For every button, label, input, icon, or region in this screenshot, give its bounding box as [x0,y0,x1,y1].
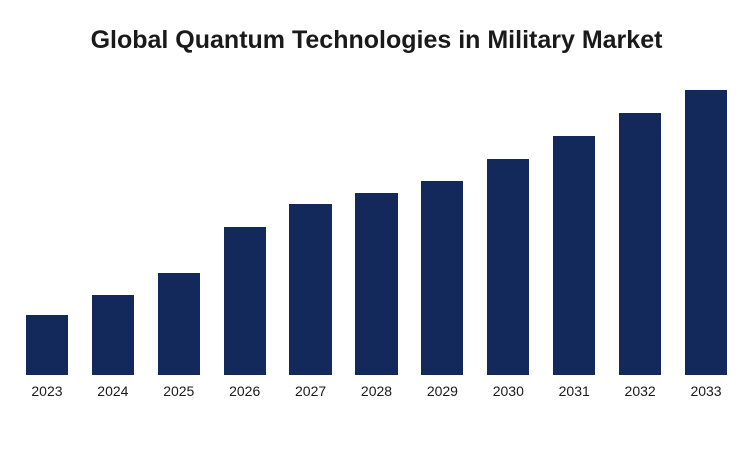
bar-area [344,90,410,376]
x-axis-label: 2032 [624,383,656,400]
bar-column: 2024 [80,90,146,399]
x-axis-label: 2025 [163,383,195,400]
bar-column: 2031 [541,90,607,399]
bar [619,113,662,376]
bar-column: 2033 [673,90,739,399]
bar-column: 2028 [344,90,410,399]
bar [91,295,134,376]
bar-area [278,90,344,376]
chart-title: Global Quantum Technologies in Military … [90,26,663,54]
bar [25,315,69,376]
bar-area [146,90,212,376]
bar [157,272,200,376]
x-axis-label: 2023 [31,383,63,400]
bar-area [14,90,80,376]
bar [684,90,728,376]
bar [289,204,332,376]
bar-area [212,90,278,376]
x-axis-label: 2031 [558,383,590,400]
bar [355,192,398,376]
x-axis-label: 2026 [229,383,261,400]
bar-column: 2026 [212,90,278,399]
bar-column: 2032 [607,90,673,399]
bar [223,227,266,376]
bar-column: 2025 [146,90,212,399]
bar-area [80,90,146,376]
x-axis-label: 2028 [360,383,393,400]
x-axis-label: 2029 [426,383,458,400]
bar-column: 2030 [475,90,541,399]
x-axis-label: 2030 [492,383,524,400]
x-axis-label: 2033 [690,383,722,400]
bar-chart: 2023 2024 2025 2026 2027 2028 2029 2030 2031 2032… [14,90,739,399]
bar-column: 2023 [14,90,80,399]
bar-column: 2027 [278,90,344,399]
bar-area [607,90,673,376]
bar [421,181,464,376]
bar-area [409,90,475,376]
bar [487,158,530,376]
bar-column: 2029 [409,90,475,399]
bar-area [673,90,739,376]
bar [553,135,596,376]
bar-area [475,90,541,376]
bar-area [541,90,607,376]
x-axis-label: 2027 [295,383,327,400]
x-axis-label: 2024 [97,383,129,400]
bars-container: 2023 2024 2025 2026 2027 2028 2029 2030 2031 2032… [14,90,739,399]
